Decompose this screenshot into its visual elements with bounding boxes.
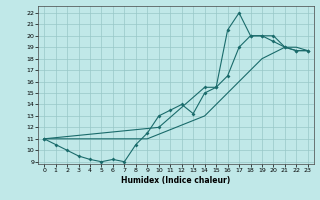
X-axis label: Humidex (Indice chaleur): Humidex (Indice chaleur) — [121, 176, 231, 185]
